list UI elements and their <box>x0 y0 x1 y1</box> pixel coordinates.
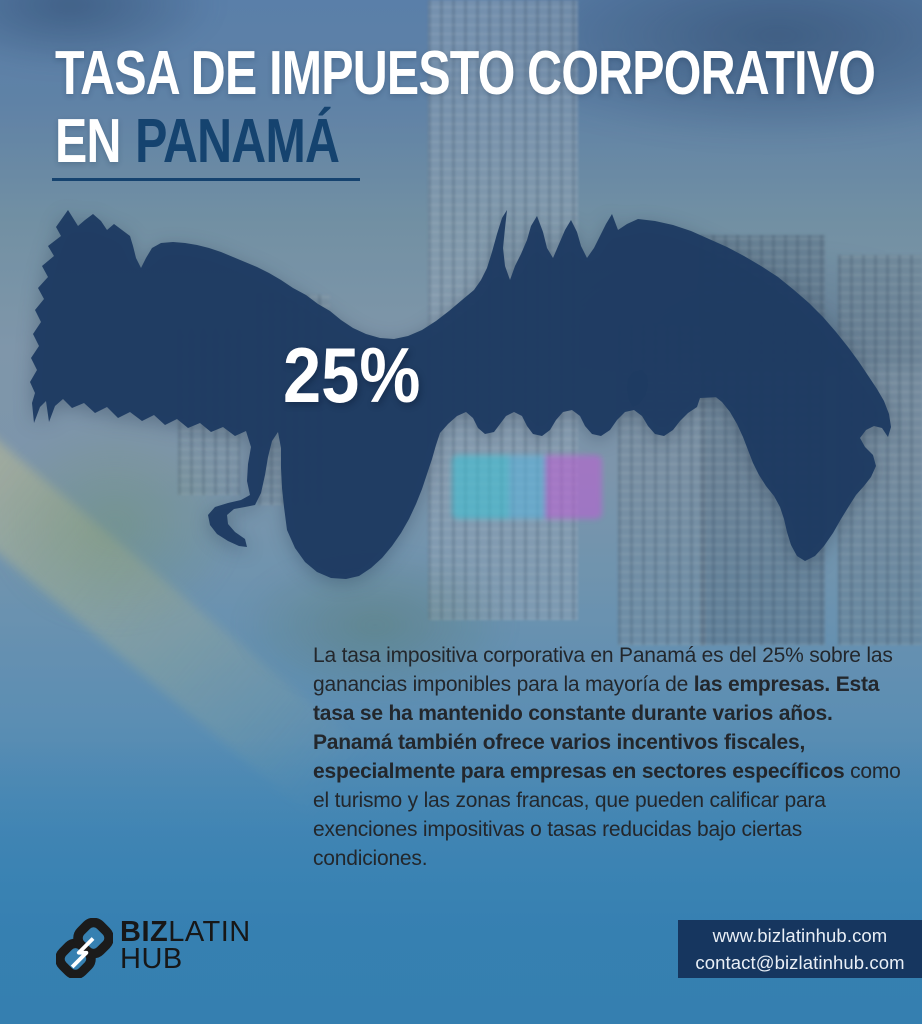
logo-word-latin: LATIN <box>168 916 251 948</box>
body-text-regular-2: como el turismo y las zonas francas, que… <box>313 760 901 870</box>
title-line2-prefix: EN <box>55 107 121 176</box>
body-paragraph: La tasa impositiva corporativa en Panamá… <box>313 641 910 873</box>
title-line2-country: PANAMÁ <box>135 107 340 176</box>
logo-wordmark-line1: BIZLATIN <box>120 916 251 948</box>
title-line1: TASA DE IMPUESTO CORPORATIVO <box>55 39 876 108</box>
logo-wordmark: BIZLATIN HUB <box>120 916 251 975</box>
tax-rate-label: 25% <box>283 331 421 419</box>
contact-email: contact@bizlatinhub.com <box>695 952 905 973</box>
neon-sign <box>452 455 602 519</box>
title-underline <box>52 178 360 181</box>
pearl-island-shape <box>627 370 648 407</box>
park-trees <box>0 420 240 630</box>
logo-word-hub: HUB <box>120 943 183 975</box>
body-text-bold: las empresas. Esta tasa se ha mantenido … <box>313 673 880 783</box>
bizlatinhub-logo: BIZLATIN HUB <box>56 918 251 978</box>
title-block: TASA DE IMPUESTO CORPORATIVO EN PANAMÁ <box>55 39 876 176</box>
park-trees <box>235 550 515 700</box>
panama-map-shape <box>30 210 891 579</box>
contact-website: www.bizlatinhub.com <box>712 925 888 946</box>
bizlatinhub-logo-icon <box>56 918 113 978</box>
logo-word-biz: BIZ <box>120 916 169 948</box>
contact-box: www.bizlatinhub.com contact@bizlatinhub.… <box>678 920 922 978</box>
body-text-regular-1: La tasa impositiva corporativa en Panamá… <box>313 644 893 696</box>
title-line2: EN PANAMÁ <box>55 108 875 176</box>
